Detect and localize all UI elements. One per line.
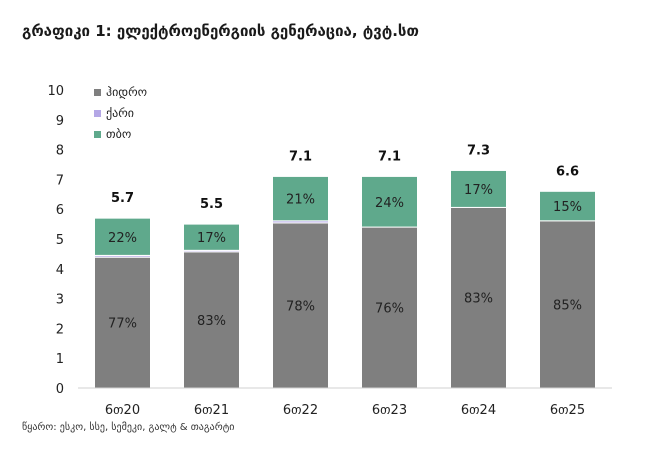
- x-tick-label: 6თ20: [105, 403, 140, 418]
- bar-segment-hydro: [450, 206, 507, 389]
- y-tick-label: 8: [56, 144, 64, 159]
- segment-label-thermal: 21%: [286, 193, 315, 208]
- total-label: 7.1: [378, 149, 401, 164]
- legend: ჰიდრო ქარი თბო: [94, 85, 147, 141]
- segment-label-hydro: 78%: [286, 299, 315, 314]
- segment-label-thermal: 17%: [197, 231, 226, 246]
- bar-segment-thermal: [183, 223, 240, 251]
- segment-label-thermal: 24%: [375, 196, 404, 211]
- bar-segment-thermal: [539, 190, 596, 222]
- source-note: წყარო: ესკო, სსე, სემეკი, გალტ & თაგარტი: [22, 422, 235, 433]
- y-tick-label: 5: [56, 233, 64, 248]
- bar-segment-thermal: [450, 169, 507, 208]
- legend-swatch-thermal: [94, 131, 101, 138]
- y-tick-label: 4: [56, 263, 64, 278]
- bars: 77% 22% 5.7 83% 17% 5.5 78% 21% 7.1 76% 24% 7.1 83% 1…: [94, 143, 596, 389]
- segment-label-hydro: 83%: [197, 314, 226, 329]
- legend-swatch-wind: [94, 110, 101, 117]
- x-axis: 6თ20 6თ21 6თ22 6თ23 6თ24 6თ25: [78, 387, 612, 418]
- bar-segment-thermal: [361, 175, 418, 228]
- total-label: 5.5: [200, 197, 223, 212]
- y-tick-label: 2: [56, 322, 64, 337]
- total-label: 7.1: [289, 149, 312, 164]
- y-tick-label: 0: [56, 382, 64, 397]
- legend-swatch-hydro: [94, 89, 101, 96]
- segment-label-hydro: 77%: [108, 317, 137, 332]
- y-tick-label: 10: [47, 84, 64, 99]
- legend-label-hydro: ჰიდრო: [106, 85, 147, 99]
- y-tick-label: 7: [56, 173, 64, 188]
- y-tick-label: 3: [56, 293, 64, 308]
- bar-segment-hydro: [94, 256, 151, 389]
- chart-title: გრაფიკი 1: ელექტროენერგიის გენერაცია, ტვ…: [22, 22, 419, 40]
- x-tick-label: 6თ22: [283, 403, 318, 418]
- bar-segment-thermal: [272, 175, 329, 222]
- total-label: 7.3: [467, 143, 490, 158]
- legend-label-thermal: თბო: [106, 127, 131, 141]
- segment-label-hydro: 83%: [464, 292, 493, 307]
- y-axis: 0 1 2 3 4 5 6 7 8 9 10: [47, 84, 64, 397]
- legend-label-wind: ქარი: [106, 106, 134, 120]
- bar-segment-thermal: [94, 217, 151, 256]
- segment-label-thermal: 17%: [464, 183, 493, 198]
- total-label: 5.7: [111, 191, 134, 206]
- x-tick-label: 6თ25: [550, 403, 585, 418]
- x-tick-label: 6თ24: [461, 403, 496, 418]
- y-tick-label: 9: [56, 114, 64, 129]
- segment-label-thermal: 15%: [553, 200, 582, 215]
- y-tick-label: 6: [56, 203, 64, 218]
- total-label: 6.6: [556, 164, 579, 179]
- bar-segment-hydro: [539, 220, 596, 389]
- segment-label-hydro: 85%: [553, 298, 582, 313]
- segment-label-thermal: 22%: [108, 231, 137, 246]
- bar-segment-hydro: [183, 251, 240, 389]
- x-tick-label: 6თ21: [194, 403, 229, 418]
- x-tick-label: 6თ23: [372, 403, 407, 418]
- y-tick-label: 1: [56, 352, 64, 367]
- segment-label-hydro: 76%: [375, 302, 404, 317]
